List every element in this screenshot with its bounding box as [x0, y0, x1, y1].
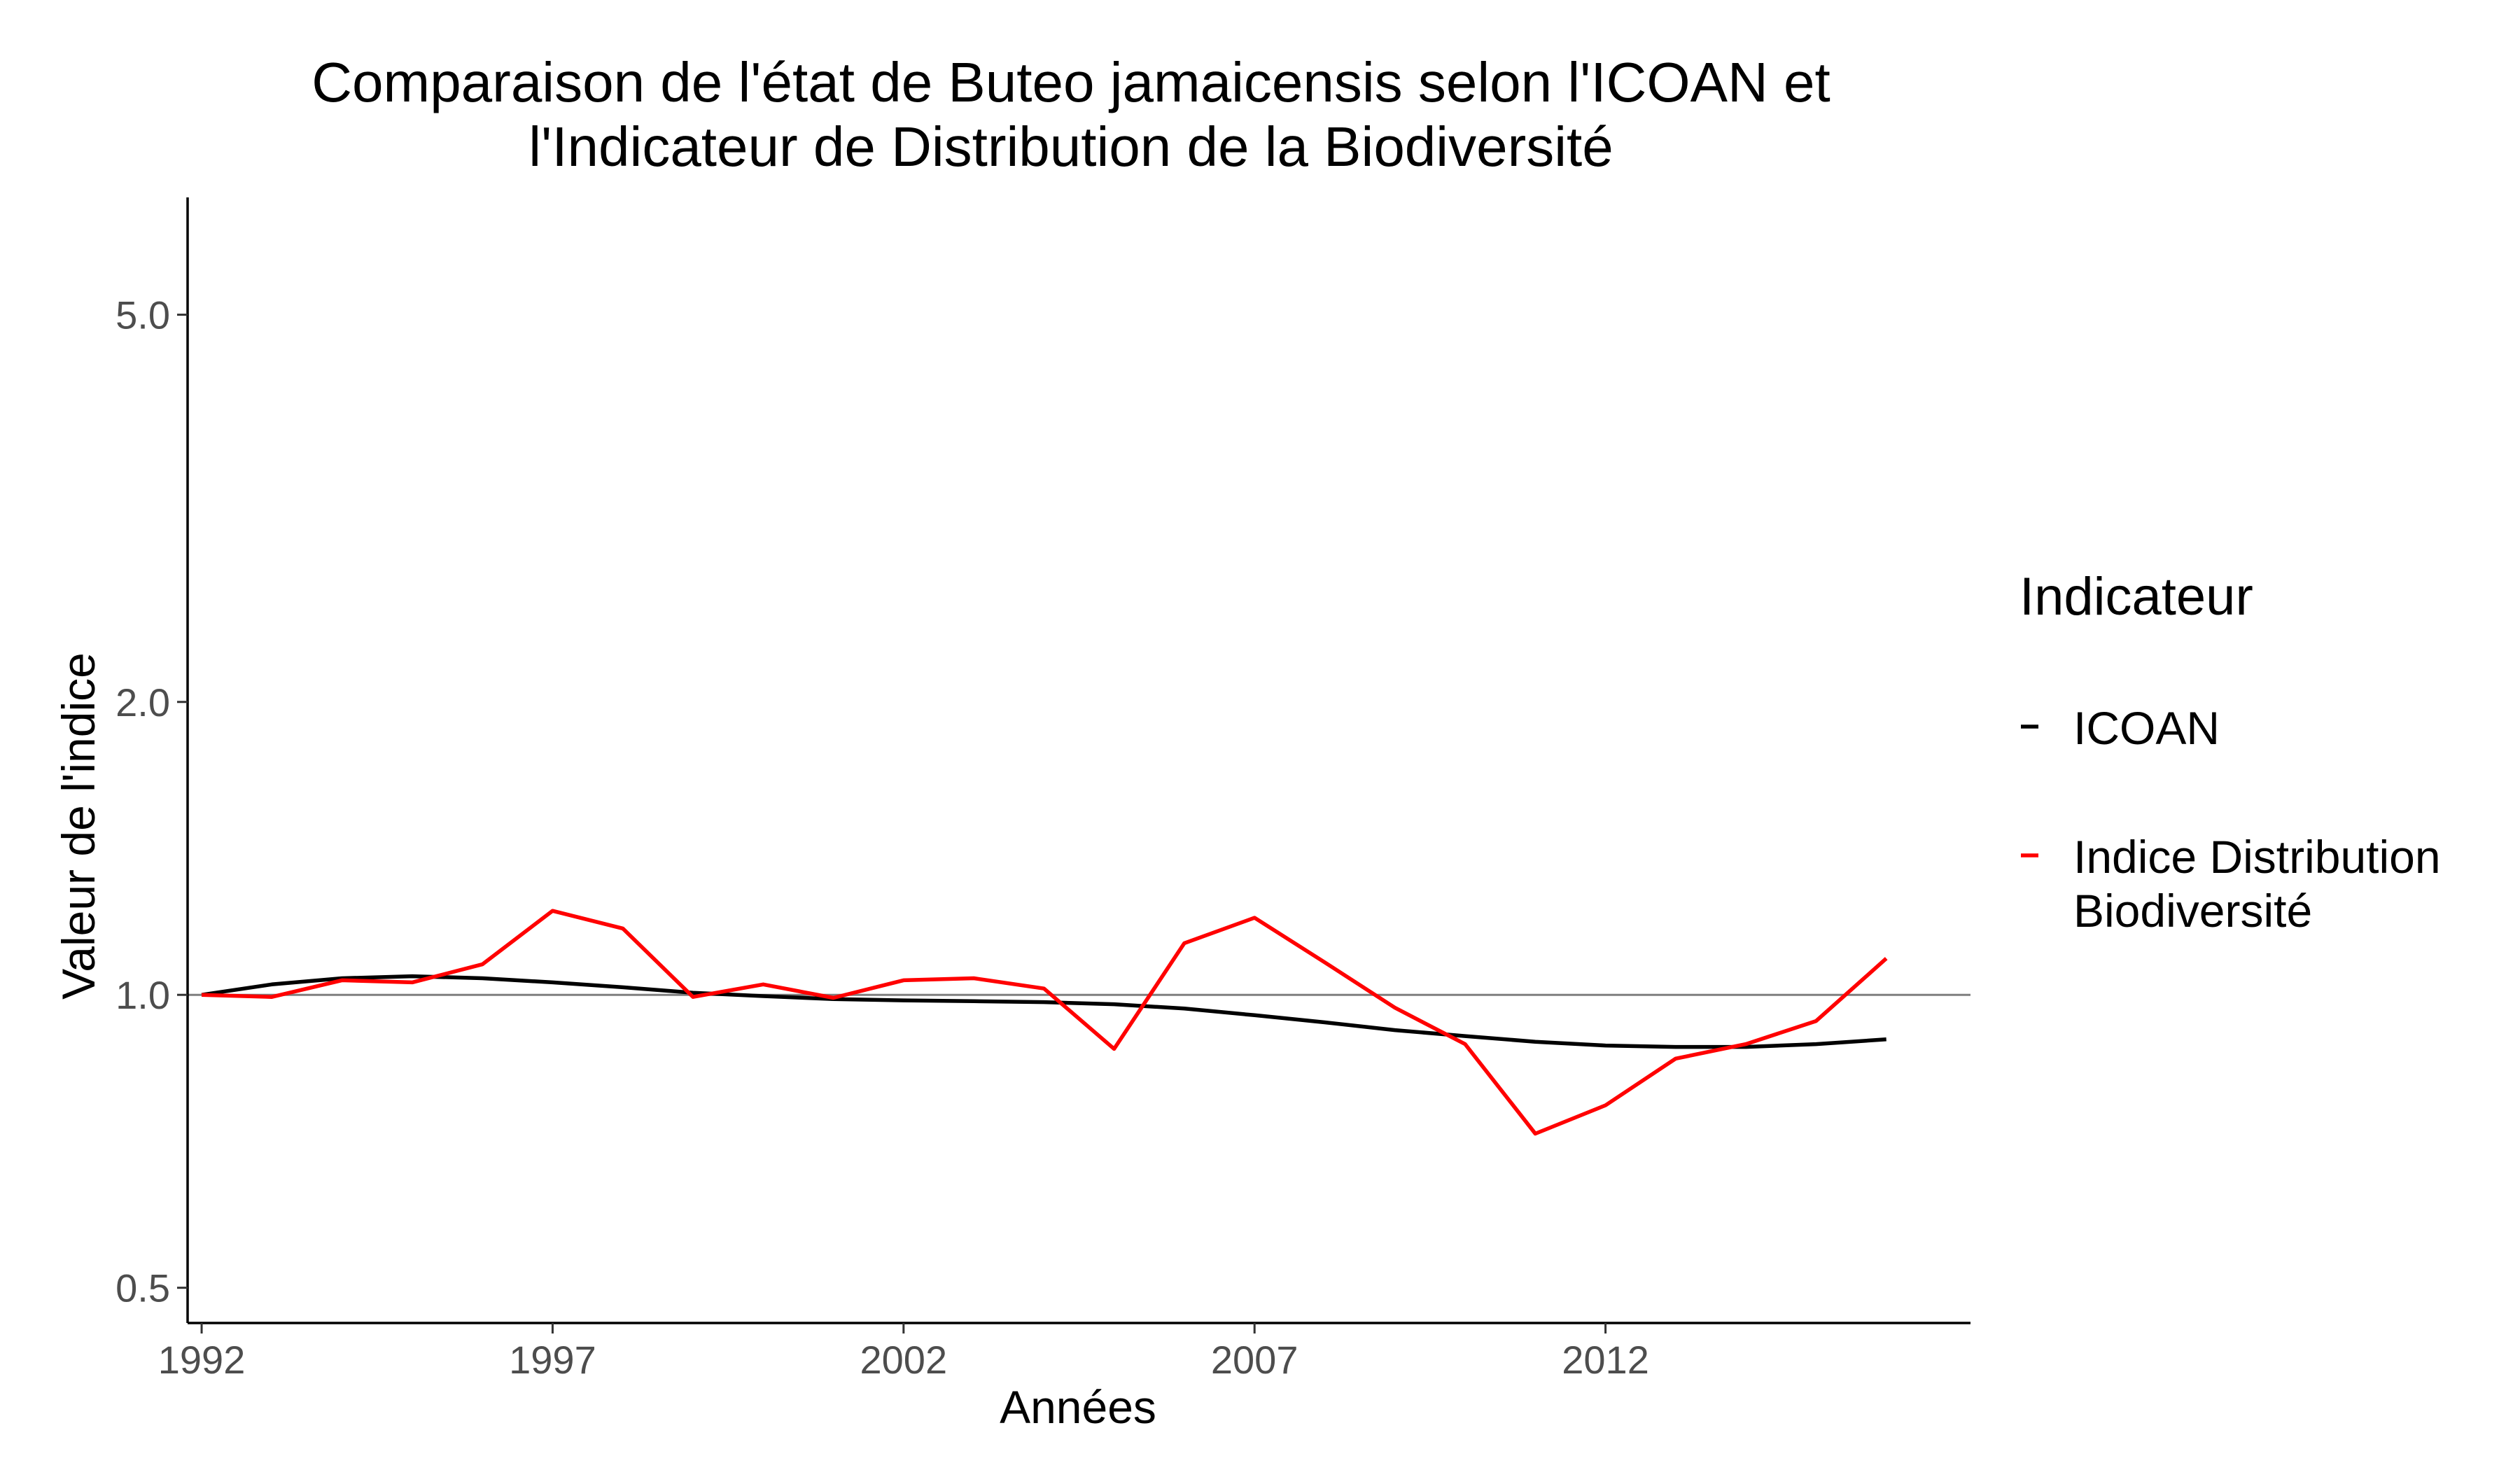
legend-label: Biodiversité [2073, 885, 2312, 937]
y-tick-label: 2.0 [115, 680, 170, 724]
y-axis-title: Valeur de l'indice [52, 652, 104, 1000]
series-layer [201, 909, 1888, 1136]
x-axis-ticks: 1992 1997 2002 2007 2012 [158, 1323, 1649, 1382]
chart-title-line-2: l'Indicateur de Distribution de la Biodi… [528, 115, 1613, 178]
series-line-0 [201, 974, 1886, 1049]
x-tick-label: 2012 [1562, 1338, 1649, 1382]
x-tick-label: 2002 [860, 1338, 948, 1382]
y-tick-label: 5.0 [115, 293, 170, 337]
legend-entry-0: ICOAN [2021, 702, 2220, 754]
x-axis-title: Années [1000, 1381, 1156, 1433]
y-axis-ticks: 0.5 1.0 2.0 5.0 [115, 293, 188, 1310]
y-tick-label: 0.5 [115, 1266, 170, 1310]
axis-layer [186, 197, 1970, 1324]
x-tick-label: 1997 [509, 1338, 596, 1382]
chart-title-line-1: Comparaison de l'état de Buteo jamaicens… [312, 51, 1830, 113]
x-tick-label: 2007 [1211, 1338, 1298, 1382]
x-tick-label: 1992 [158, 1338, 246, 1382]
series-line-1 [202, 909, 1888, 1136]
legend: Indicateur ICOAN Indice DistributionBiodi… [2019, 567, 2441, 937]
y-tick-label: 1.0 [115, 973, 170, 1017]
legend-title: Indicateur [2019, 567, 2253, 626]
legend-label: Indice Distribution [2073, 831, 2441, 883]
legend-label: ICOAN [2073, 702, 2220, 754]
